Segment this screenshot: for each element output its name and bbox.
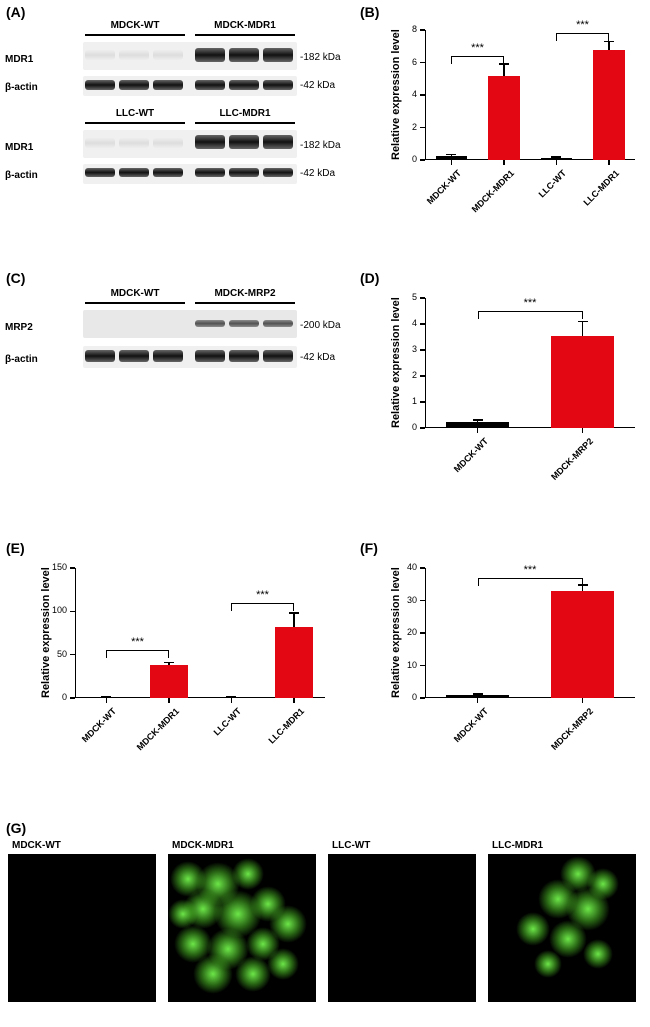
panel-e-label: (E) (6, 540, 25, 556)
y-tick-label: 0 (395, 154, 417, 164)
wb-group-mdck-mrp2: MDCK-MRP2 (195, 288, 295, 299)
y-tick-label: 50 (45, 649, 67, 659)
panel-b-label: (B) (360, 4, 379, 20)
x-tick-label: MDCK-MRP2 (542, 706, 595, 759)
x-tick-label: MDCK-WT (437, 436, 490, 489)
panel-a-blot: MDCK-WT MDCK-MDR1 MDR1 -182 kDa β-actin … (35, 20, 345, 220)
panel-c-label: (C) (6, 270, 25, 286)
y-tick-label: 8 (395, 24, 417, 34)
y-tick-label: 6 (395, 57, 417, 67)
fluo-label: LLC-MDR1 (488, 840, 636, 851)
bar (150, 665, 188, 698)
y-tick-label: 4 (395, 318, 417, 328)
wb-row-mdr1-1: MDR1 (5, 54, 33, 65)
panel-d-chart: Relative expression level012345MDCK-WTMD… (380, 288, 640, 488)
wb-group-mdck-mdr1: MDCK-MDR1 (195, 20, 295, 31)
y-tick-label: 0 (45, 692, 67, 702)
y-tick-label: 2 (395, 122, 417, 132)
significance-stars: *** (556, 19, 609, 31)
wb-size-42-1: -42 kDa (300, 80, 335, 91)
x-tick-label: MDCK-MDR1 (128, 706, 181, 759)
wb-row-actin-2: β-actin (5, 170, 38, 181)
wb-row-mrp2: MRP2 (5, 322, 33, 333)
panel-f-label: (F) (360, 540, 378, 556)
wb-size-42-c: -42 kDa (300, 352, 335, 363)
significance-stars: *** (231, 589, 294, 601)
wb-size-200: -200 kDa (300, 320, 341, 331)
y-tick-label: 0 (395, 422, 417, 432)
fluo-label: LLC-WT (328, 840, 476, 851)
fluo-image (488, 854, 636, 1002)
x-tick-label: MDCK-WT (410, 168, 463, 221)
wb-group-llc-mdr1: LLC-MDR1 (195, 108, 295, 119)
y-tick-label: 5 (395, 292, 417, 302)
bar (551, 336, 614, 428)
wb-group-mdck-wt: MDCK-WT (85, 20, 185, 31)
wb-group-mdck-wt-c: MDCK-WT (85, 288, 185, 299)
x-tick-label: LLC-MDR1 (253, 706, 306, 759)
bar (551, 591, 614, 698)
x-tick-label: MDCK-WT (65, 706, 118, 759)
y-tick-label: 4 (395, 89, 417, 99)
panel-c-blot: MDCK-WT MDCK-MRP2 MRP2 -200 kDa β-actin … (35, 288, 345, 398)
bar (275, 627, 313, 698)
panel-e-chart: Relative expression level0 50 100 150 MDCK-W… (30, 558, 330, 758)
x-tick-label: MDCK-MRP2 (542, 436, 595, 489)
wb-row-mdr1-2: MDR1 (5, 142, 33, 153)
wb-size-42-2: -42 kDa (300, 168, 335, 179)
x-tick-label: LLC-WT (190, 706, 243, 759)
fluo-image (8, 854, 156, 1002)
fluo-image (168, 854, 316, 1002)
y-tick-label: 30 (395, 595, 417, 605)
wb-size-182-1: -182 kDa (300, 52, 341, 63)
fluo-label: MDCK-MDR1 (168, 840, 316, 851)
panel-g-images: MDCK-WT MDCK-MDR1 LLC-WT LLC-MDR1 (8, 840, 636, 1002)
y-tick-label: 40 (395, 562, 417, 572)
y-tick-label: 20 (395, 627, 417, 637)
significance-stars: *** (451, 42, 504, 54)
x-tick-label: LLC-WT (515, 168, 568, 221)
y-tick-label: 2 (395, 370, 417, 380)
y-tick-label: 10 (395, 660, 417, 670)
y-tick-label: 100 (45, 605, 67, 615)
fluo-label: MDCK-WT (8, 840, 156, 851)
y-tick-label: 1 (395, 396, 417, 406)
panel-d-label: (D) (360, 270, 379, 286)
x-tick-label: MDCK-MDR1 (463, 168, 516, 221)
panel-a-label: (A) (6, 4, 25, 20)
x-tick-label: MDCK-WT (437, 706, 490, 759)
significance-stars: *** (478, 297, 583, 309)
x-tick-label: LLC-MDR1 (568, 168, 621, 221)
panel-g-label: (G) (6, 820, 26, 836)
wb-row-actin-1: β-actin (5, 82, 38, 93)
y-tick-label: 0 (395, 692, 417, 702)
y-tick-label: 150 (45, 562, 67, 572)
wb-row-actin-c: β-actin (5, 354, 38, 365)
significance-stars: *** (478, 564, 583, 576)
panel-f-chart: Relative expression level010203040MDCK-W… (380, 558, 640, 758)
bar (593, 50, 625, 161)
wb-size-182-2: -182 kDa (300, 140, 341, 151)
y-tick-label: 3 (395, 344, 417, 354)
fluo-image (328, 854, 476, 1002)
wb-group-llc-wt: LLC-WT (85, 108, 185, 119)
bar (488, 76, 520, 161)
panel-b-chart: Relative expression level02468MDCK-WTMDC… (380, 20, 640, 220)
significance-stars: *** (106, 636, 169, 648)
y-axis-label: Relative expression level (40, 568, 52, 698)
